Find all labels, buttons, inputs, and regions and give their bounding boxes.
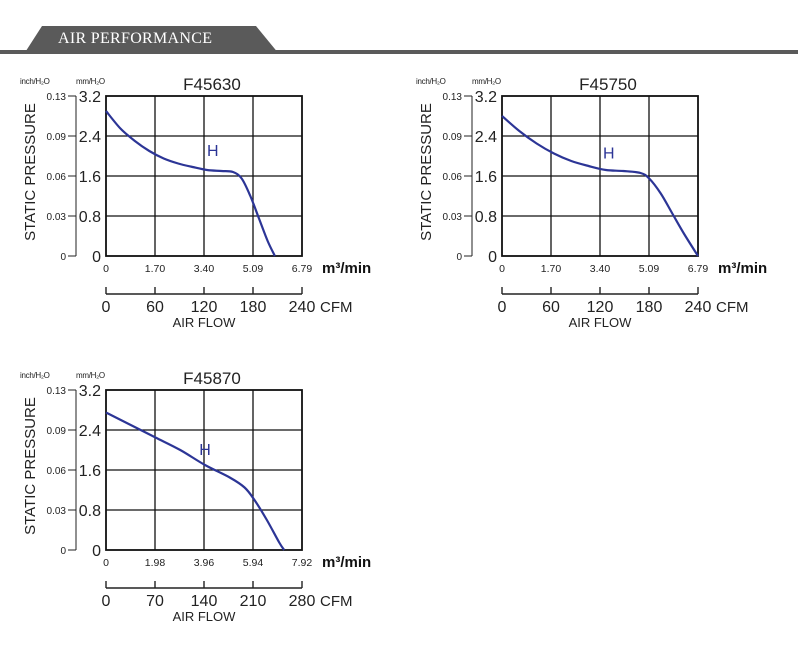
y-tick-label-mm: 0.8 xyxy=(79,503,101,520)
x-tick-label-cfm: 0 xyxy=(498,299,507,316)
y-tick-label-mm: 1.6 xyxy=(79,169,101,186)
series-label: H xyxy=(207,143,219,160)
x-tick-label-m3: 1.70 xyxy=(541,263,562,275)
plot-frame xyxy=(501,95,699,257)
x-tick-label-m3: 3.40 xyxy=(194,263,215,275)
y-tick-label-mm: 3.2 xyxy=(79,383,101,400)
y-unit-mm-label: mm/H₂O xyxy=(472,77,501,86)
y-tick-label-mm: 2.4 xyxy=(79,423,101,440)
y-unit-inch-label: inch/H₂O xyxy=(20,371,50,380)
chart-title: F45750 xyxy=(579,75,637,94)
x-tick-label-cfm: 120 xyxy=(191,299,218,316)
y-tick-label-inch: 0.03 xyxy=(443,212,463,223)
header-tab-shape xyxy=(24,26,279,54)
x-tick-label-cfm: 280 xyxy=(289,593,316,610)
y-unit-mm-label: mm/H₂O xyxy=(76,77,105,86)
x-tick-label-cfm: 0 xyxy=(102,299,111,316)
y-tick-label-inch: 0.13 xyxy=(443,92,463,103)
section-title: AIR PERFORMANCE xyxy=(58,30,213,47)
y-tick-label-inch: 0.06 xyxy=(47,466,67,477)
x-tick-label-m3: 5.09 xyxy=(243,263,264,275)
y-tick-label-inch: 0.09 xyxy=(443,132,463,143)
x-tick-label-cfm: 180 xyxy=(636,299,663,316)
y-tick-label-mm: 1.6 xyxy=(475,169,497,186)
plot-frame xyxy=(105,389,303,551)
x-axis-title: AIR FLOW xyxy=(173,609,237,624)
x-tick-label-cfm: 180 xyxy=(240,299,267,316)
x-tick-label-cfm: 0 xyxy=(102,593,111,610)
series-label: H xyxy=(199,442,211,459)
x-tick-label-cfm: 120 xyxy=(587,299,614,316)
y-tick-label-inch: 0.06 xyxy=(443,172,463,183)
x-tick-label-m3: 0 xyxy=(499,263,505,275)
y-tick-label-mm: 0.8 xyxy=(79,209,101,226)
x-tick-label-m3: 3.96 xyxy=(194,557,215,569)
y-tick-label-mm: 0 xyxy=(488,249,497,266)
y-tick-label-inch: 0 xyxy=(60,252,66,263)
series-curve-h xyxy=(105,411,286,551)
y-axis-title: STATIC PRESSURE xyxy=(22,103,39,241)
y-tick-label-mm: 0.8 xyxy=(475,209,497,226)
x-axis-title: AIR FLOW xyxy=(173,315,237,330)
x-tick-label-cfm: 240 xyxy=(289,299,316,316)
x-unit-cfm-label: CFM xyxy=(320,593,353,610)
y-tick-label-inch: 0.03 xyxy=(47,506,67,517)
y-tick-label-inch: 0.03 xyxy=(47,212,67,223)
series-curve-h xyxy=(501,115,699,257)
x-tick-label-m3: 1.98 xyxy=(145,557,166,569)
x-tick-label-m3: 0 xyxy=(103,263,109,275)
y-tick-label-inch: 0 xyxy=(456,252,462,263)
y-tick-label-mm: 3.2 xyxy=(79,89,101,106)
chart-title: F45630 xyxy=(183,75,241,94)
y-tick-label-mm: 3.2 xyxy=(475,89,497,106)
series-label: H xyxy=(603,146,615,163)
y-tick-label-inch: 0.09 xyxy=(47,426,67,437)
y-axis-title: STATIC PRESSURE xyxy=(418,103,435,241)
x-tick-label-cfm: 140 xyxy=(191,593,218,610)
series-curve-h xyxy=(105,110,276,257)
x-tick-label-m3: 5.94 xyxy=(243,557,264,569)
y-tick-label-inch: 0 xyxy=(60,546,66,557)
y-tick-label-mm: 2.4 xyxy=(79,129,101,146)
x-tick-label-cfm: 210 xyxy=(240,593,267,610)
x-unit-m3-label: m³/min xyxy=(322,260,371,277)
x-tick-label-m3: 6.79 xyxy=(688,263,709,275)
y-unit-mm-label: mm/H₂O xyxy=(76,371,105,380)
y-tick-label-mm: 0 xyxy=(92,249,101,266)
chart-title: F45870 xyxy=(183,369,241,388)
header-divider xyxy=(0,50,798,54)
y-tick-label-mm: 2.4 xyxy=(475,129,497,146)
x-unit-cfm-label: CFM xyxy=(716,299,749,316)
x-axis-title: AIR FLOW xyxy=(569,315,633,330)
y-tick-label-mm: 0 xyxy=(92,543,101,560)
y-tick-label-inch: 0.09 xyxy=(47,132,67,143)
x-tick-label-cfm: 240 xyxy=(685,299,712,316)
plot-frame xyxy=(105,95,303,257)
x-unit-m3-label: m³/min xyxy=(322,554,371,571)
y-unit-inch-label: inch/H₂O xyxy=(20,77,50,86)
x-tick-label-m3: 7.92 xyxy=(292,557,313,569)
x-tick-label-cfm: 60 xyxy=(146,299,164,316)
y-tick-label-mm: 1.6 xyxy=(79,463,101,480)
x-tick-label-cfm: 70 xyxy=(146,593,164,610)
x-unit-cfm-label: CFM xyxy=(320,299,353,316)
x-tick-label-m3: 3.40 xyxy=(590,263,611,275)
y-axis-title: STATIC PRESSURE xyxy=(22,397,39,535)
x-tick-label-m3: 6.79 xyxy=(292,263,313,275)
x-tick-label-m3: 0 xyxy=(103,557,109,569)
y-unit-inch-label: inch/H₂O xyxy=(416,77,446,86)
section-header-tab: AIR PERFORMANCE xyxy=(24,26,279,54)
x-unit-m3-label: m³/min xyxy=(718,260,767,277)
y-tick-label-inch: 0.13 xyxy=(47,386,67,397)
y-tick-label-inch: 0.13 xyxy=(47,92,67,103)
x-tick-label-m3: 5.09 xyxy=(639,263,660,275)
x-tick-label-m3: 1.70 xyxy=(145,263,166,275)
y-tick-label-inch: 0.06 xyxy=(47,172,67,183)
x-tick-label-cfm: 60 xyxy=(542,299,560,316)
